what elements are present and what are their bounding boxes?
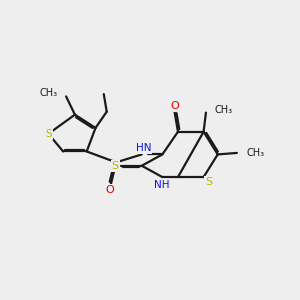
Text: CH₃: CH₃ (215, 105, 233, 115)
Text: CH₃: CH₃ (40, 88, 58, 98)
Text: O: O (170, 101, 179, 111)
Text: CH₃: CH₃ (246, 148, 264, 158)
Text: S: S (205, 177, 212, 188)
Text: NH: NH (154, 180, 170, 190)
Text: O: O (105, 185, 114, 195)
Text: S: S (45, 129, 52, 139)
Text: HN: HN (136, 143, 152, 153)
Text: S: S (112, 161, 119, 171)
